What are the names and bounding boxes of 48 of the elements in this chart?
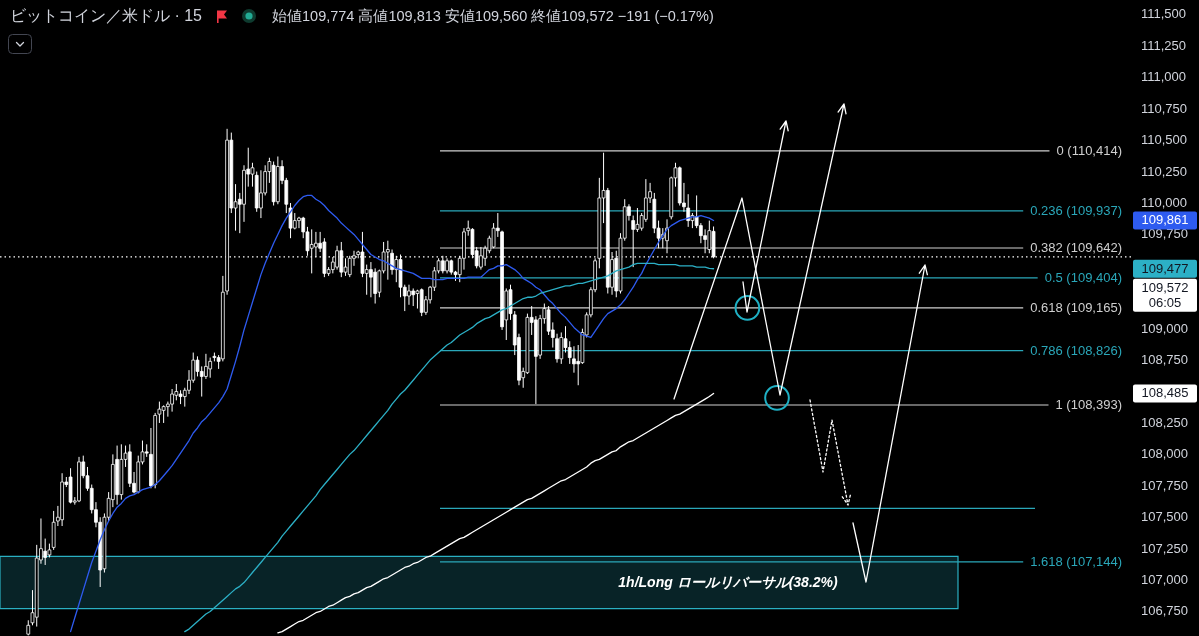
y-tick-label: 107,500	[1141, 509, 1188, 525]
candlestick	[259, 169, 263, 219]
y-tick-label: 109,750	[1141, 226, 1188, 242]
ref-line-label: 1 (108,393)	[1055, 396, 1122, 412]
y-tick-label: 106,750	[1141, 603, 1188, 619]
y-tick-label: 110,750	[1141, 100, 1188, 116]
candlestick	[572, 345, 576, 374]
y-tick-label: 109,477	[1141, 260, 1189, 276]
candlestick	[559, 331, 564, 365]
candlestick	[479, 246, 483, 271]
y-tick-label: 108,000	[1141, 446, 1188, 462]
ref-line-label: 0.236 (109,937)	[1030, 202, 1122, 218]
y-tick-label: 108,485	[1141, 385, 1189, 401]
candlestick	[635, 207, 640, 233]
y-tick-label: 109,861	[1141, 212, 1189, 228]
candlestick	[707, 220, 712, 254]
candlestick	[208, 357, 213, 379]
candlestick	[309, 228, 314, 274]
y-tick-label: 111,250	[1141, 37, 1187, 53]
y-tick-label: 110,250	[1141, 163, 1188, 179]
y-tick-label: 110,000	[1141, 194, 1188, 210]
y-tick-label: 110,500	[1141, 132, 1188, 148]
y-tick-label: 108,750	[1141, 352, 1188, 368]
candlestick	[297, 216, 301, 229]
candlestick	[665, 218, 669, 254]
band-label: 1h/Long ロールリバーサル(38.2%)	[618, 573, 838, 590]
ref-line-label: 0.382 (109,642)	[1030, 239, 1122, 255]
candlestick	[314, 231, 318, 258]
chart-title: ビットコイン／米ドル · 15	[10, 5, 203, 26]
candlestick	[407, 284, 411, 306]
text: 始値109,774 高値109,813 安値109,560 終値109,572 −191 (−0.17%)	[272, 6, 714, 26]
y-tick-label: 107,000	[1141, 572, 1188, 588]
ref-line-label: 0.5 (109,404)	[1044, 269, 1122, 285]
ref-line-label: 0.618 (109,165)	[1030, 299, 1122, 315]
candlestick	[204, 353, 208, 380]
y-tick-label: 111,500	[1141, 6, 1187, 22]
ref-line-label: 109,572 06:05	[1141, 279, 1189, 310]
candlestick	[170, 388, 174, 413]
ref-line-label: 0 (110,414)	[1056, 142, 1122, 158]
ref-line-label: 0.786 (108,826)	[1030, 342, 1122, 358]
y-tick-label: 107,250	[1141, 540, 1188, 556]
candlestick	[419, 287, 424, 317]
y-tick-label: 108,250	[1141, 414, 1188, 430]
candlestick	[555, 333, 559, 364]
y-tick-label: 107,750	[1141, 477, 1188, 493]
ref-line-label: 1.618 (107,144)	[1030, 553, 1122, 569]
y-tick-label: 109,000	[1141, 320, 1188, 336]
y-tick-label: 111,000	[1141, 69, 1187, 85]
